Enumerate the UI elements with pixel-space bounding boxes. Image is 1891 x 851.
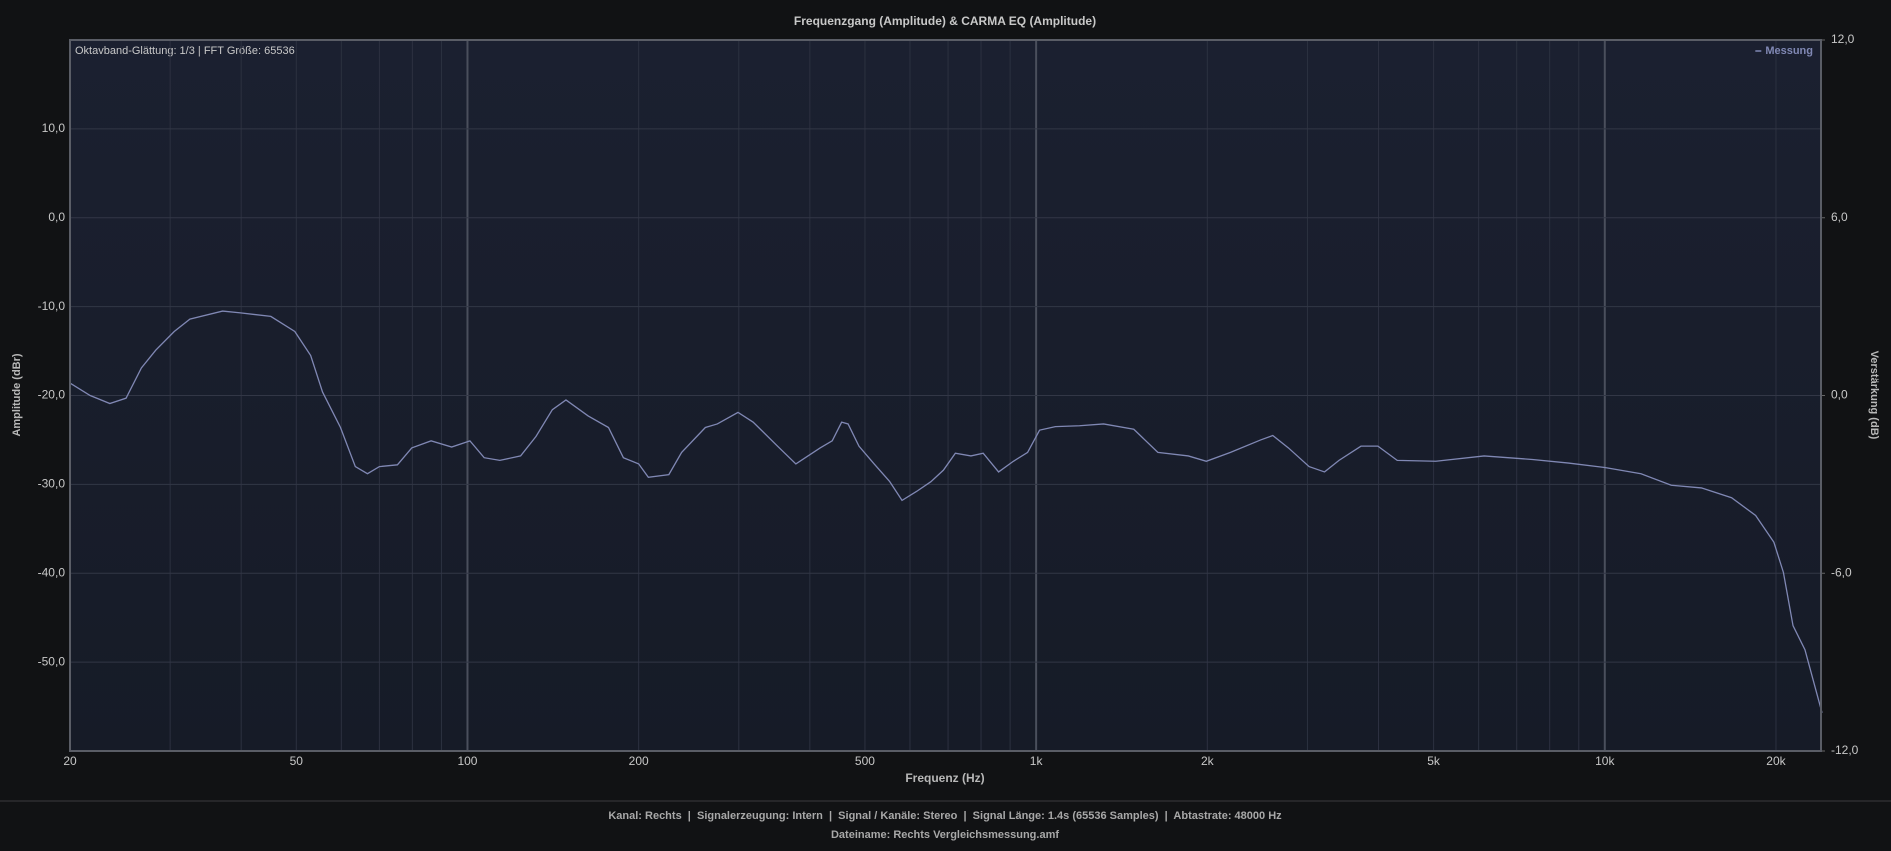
x-tick-label: 10k <box>1595 754 1615 768</box>
x-tick-label: 50 <box>290 754 304 768</box>
y2-tick-label: 0,0 <box>1831 388 1848 402</box>
x-tick-label: 5k <box>1427 754 1441 768</box>
footer-info: Kanal: Rechts | Signalerzeugung: Intern … <box>608 810 1282 822</box>
y2-axis-label: Verstärkung (dB) <box>1868 351 1880 440</box>
x-tick-label: 20k <box>1766 754 1786 768</box>
y-axis-label: Amplitude (dBr) <box>11 353 23 436</box>
y-tick-label: -20,0 <box>38 388 66 402</box>
chart-title: Frequenzgang (Amplitude) & CARMA EQ (Amp… <box>794 14 1096 28</box>
x-tick-label: 100 <box>457 754 477 768</box>
series-line <box>69 310 1823 713</box>
footer-filename: Dateiname: Rechts Vergleichsmessung.amf <box>831 829 1059 841</box>
y-tick-label: -40,0 <box>38 565 66 579</box>
y-tick-label: 10,0 <box>42 121 66 135</box>
legend-label: Messung <box>1765 45 1813 57</box>
x-tick-label: 20 <box>63 754 77 768</box>
y2-tick-label: 6,0 <box>1831 210 1848 224</box>
x-tick-label: 1k <box>1030 754 1044 768</box>
y2-tick-label: -6,0 <box>1831 565 1852 579</box>
y2-tick-label: 12,0 <box>1831 32 1855 46</box>
plot-border <box>69 39 1822 752</box>
x-tick-label: 200 <box>629 754 649 768</box>
y-tick-label: -10,0 <box>38 299 66 313</box>
x-tick-label: 500 <box>855 754 875 768</box>
grid <box>69 40 1821 751</box>
y2-tick-label: -12,0 <box>1831 743 1859 757</box>
annotation: Oktavband-Glättung: 1/3 | FFT Größe: 655… <box>75 45 295 57</box>
y-tick-label: 0,0 <box>48 210 65 224</box>
y-tick-label: -30,0 <box>38 477 66 491</box>
x-axis-label: Frequenz (Hz) <box>905 771 984 785</box>
y-tick-label: -50,0 <box>38 654 66 668</box>
x-tick-label: 2k <box>1201 754 1215 768</box>
